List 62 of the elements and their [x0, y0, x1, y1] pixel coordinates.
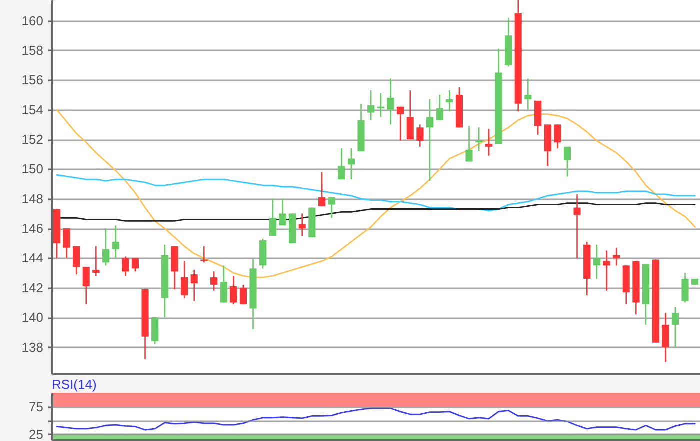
candlestick — [397, 106, 404, 142]
candlestick — [328, 196, 336, 219]
y-tick-label: 140 — [22, 310, 44, 326]
candlestick — [368, 90, 375, 121]
y-tick-label: 156 — [22, 72, 44, 88]
candlestick — [210, 270, 218, 292]
candlestick — [63, 228, 70, 259]
y-tick-label: 158 — [22, 42, 44, 58]
candlestick — [603, 250, 610, 292]
candlestick — [377, 92, 384, 118]
y-tick-label: 138 — [22, 340, 44, 355]
y-tick-label: 146 — [22, 221, 44, 236]
chart-title: RSI(14) — [52, 377, 97, 392]
candlestick — [220, 265, 228, 304]
candlestick — [387, 78, 394, 126]
line-series — [56, 408, 696, 431]
candlestick — [279, 198, 286, 226]
candlestick — [240, 284, 247, 305]
candlestick — [446, 90, 454, 112]
y-tick-label: 154 — [22, 102, 44, 118]
candlestick — [181, 260, 188, 299]
candlestick — [672, 306, 679, 348]
candlestick — [190, 269, 198, 302]
candlestick — [298, 213, 306, 237]
candlestick — [122, 256, 130, 277]
candlestick — [318, 172, 326, 207]
candlestick — [476, 126, 483, 152]
candlestick — [554, 124, 562, 150]
y-tick-label: 160 — [22, 13, 44, 28]
candlestick — [152, 316, 159, 345]
candlestick — [485, 128, 492, 156]
y-tick-label: 150 — [22, 162, 44, 177]
y-tick-label: 75 — [29, 399, 44, 414]
candlestick — [416, 124, 424, 148]
candlestick — [524, 78, 532, 110]
line-series — [56, 109, 696, 278]
y-tick-label: 144 — [22, 250, 44, 266]
y-tick-label: 142 — [22, 280, 44, 296]
candlestick — [92, 246, 100, 277]
candlestick — [564, 146, 571, 178]
candlestick — [200, 246, 208, 264]
candlestick — [102, 228, 110, 266]
y-tick-label: 152 — [22, 132, 44, 148]
candlestick — [112, 224, 120, 259]
candlestick — [132, 258, 139, 272]
line-series — [56, 174, 696, 212]
candlestick — [406, 90, 414, 140]
candlestick — [436, 94, 444, 121]
candlestick — [338, 148, 346, 180]
candlestick — [348, 148, 355, 180]
candlestick — [662, 312, 670, 363]
candlestick — [269, 198, 276, 237]
y-tick-label: 148 — [22, 191, 44, 206]
candlestick — [593, 244, 600, 280]
candlestick — [426, 98, 434, 182]
candlestick — [82, 266, 90, 305]
candlestick — [682, 272, 689, 304]
candlestick — [574, 194, 581, 259]
candlestick — [230, 275, 238, 305]
candlestick — [466, 126, 473, 162]
candlestick — [73, 246, 80, 276]
y-tick-label: 25 — [29, 426, 44, 441]
